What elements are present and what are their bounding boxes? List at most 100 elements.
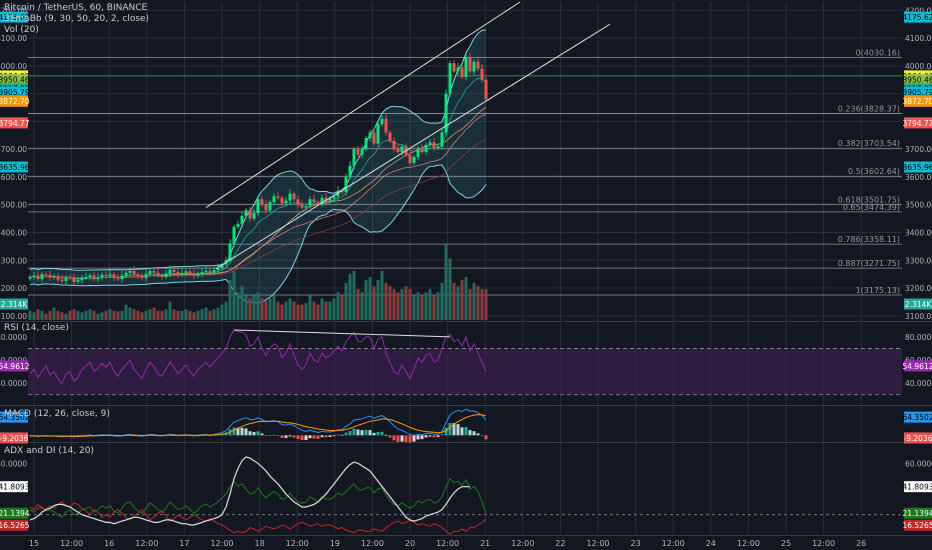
macd-histogram-bar	[388, 435, 392, 438]
volume-bar	[152, 307, 156, 320]
volume-bar	[380, 270, 384, 320]
volume-bar	[92, 310, 96, 320]
price-tag-left: 3872.70	[0, 97, 30, 106]
volume-bar	[368, 276, 372, 320]
macd-histogram-bar	[272, 434, 276, 436]
volume-legend[interactable]: Vol (20)	[4, 25, 39, 35]
candle-body	[472, 61, 476, 72]
volume-bar	[464, 276, 468, 320]
volume-bar	[300, 304, 304, 320]
volume-bar	[424, 292, 428, 320]
candle-body	[392, 140, 396, 150]
candle-body	[176, 271, 180, 275]
volume-bar	[156, 310, 160, 320]
price-tag-right-bg	[904, 86, 932, 98]
macd-histogram-bar	[420, 435, 424, 440]
volume-bar	[200, 309, 204, 320]
volume-bar	[204, 307, 208, 320]
volume-bar	[132, 309, 136, 320]
volume-bar	[228, 280, 232, 320]
macd-histogram-bar	[428, 435, 432, 437]
candle-body	[356, 149, 360, 155]
candle-body	[84, 276, 88, 279]
volume-bar	[56, 310, 60, 320]
price-tag-right: 3794.77	[902, 119, 932, 128]
candle-body	[260, 199, 264, 205]
candle-body	[428, 142, 432, 146]
adx-title[interactable]: ADX and DI (14, 20)	[4, 446, 94, 456]
y-tick-label-left: 3500.00	[0, 201, 27, 210]
rsi-title[interactable]: RSI (14, close)	[4, 323, 69, 333]
macd-histogram-bar	[280, 435, 284, 438]
macd-value-right: 64.3502	[902, 413, 932, 422]
macd-histogram-bar	[400, 435, 404, 442]
macd-histogram-bar	[284, 435, 288, 438]
candle-body	[168, 269, 172, 274]
volume-bar	[244, 295, 248, 320]
macd-histogram-bar	[300, 435, 304, 441]
macd-title[interactable]: MACD (12, 26, close, 9)	[4, 409, 110, 419]
rsi-tick-left: 40.0000	[0, 379, 27, 388]
price-tag-left-bg	[0, 161, 28, 173]
macd-histogram-bar	[332, 435, 336, 437]
macd-histogram-bar	[432, 435, 436, 438]
x-tick-label: 23	[631, 539, 641, 548]
candle-body	[440, 132, 444, 147]
volume-bar	[164, 309, 168, 320]
fib-level-label: 0.5(3602.64)	[848, 167, 900, 176]
y-tick-label-right: 3100.00	[905, 312, 932, 321]
volume-bar	[52, 307, 56, 320]
volume-bar	[388, 286, 392, 320]
rsi-value-left: 54.9612	[0, 362, 30, 371]
candle-body	[268, 201, 272, 211]
macd-histogram-bar	[252, 431, 256, 436]
volume-bar	[236, 292, 240, 320]
candle-body	[96, 277, 100, 280]
candle-body	[348, 165, 352, 177]
adx-tick-left: 60.0000	[0, 459, 27, 468]
y-tick-label-left: 3100.00	[0, 312, 27, 321]
candle-body	[408, 154, 412, 164]
bollinger-band-fill	[30, 30, 486, 304]
volume-bar	[260, 298, 264, 320]
macd-histogram-bar	[352, 428, 356, 436]
macd-histogram-bar	[424, 435, 428, 438]
macd-histogram-bar	[240, 427, 244, 436]
candle-body	[60, 279, 64, 282]
candle-body	[48, 274, 52, 278]
candle-body	[232, 226, 236, 244]
macd-histogram-bar	[132, 435, 136, 437]
candle-body	[236, 224, 240, 227]
y-tick-label-left: 4100.00	[0, 34, 27, 43]
volume-bar	[44, 313, 48, 320]
volume-bar	[268, 298, 272, 320]
candle-body	[196, 273, 200, 276]
price-tag-right: 3635.96	[902, 163, 932, 172]
indicator-legend[interactable]: 3EmaBb (9, 30, 50, 20, 2, close)	[4, 14, 150, 24]
volume-bar	[324, 301, 328, 320]
y-tick-label-left: 3200.00	[0, 284, 27, 293]
volume-bar	[384, 283, 388, 320]
volume-tag-right-bg	[904, 298, 932, 310]
volume-tag-right: 2.314K	[905, 300, 932, 309]
candle-body	[328, 198, 332, 201]
x-tick-label: 12:00	[586, 539, 609, 548]
volume-bar	[72, 309, 76, 320]
macd-histogram-bar	[448, 422, 452, 436]
rsi-value-left-bg	[0, 360, 28, 372]
macd-histogram-bar	[76, 435, 80, 437]
symbol-title[interactable]: Bitcoin / TetherUS, 60, BINANCE	[4, 3, 148, 13]
volume-bar	[440, 283, 444, 320]
volume-bar	[212, 309, 216, 320]
candle-body	[156, 272, 160, 276]
candle-body	[280, 197, 284, 204]
volume-bar	[276, 301, 280, 320]
fib-level-label: 0.786(3358.11)	[838, 235, 900, 244]
volume-bar	[84, 310, 88, 320]
volume-bar	[328, 301, 332, 320]
plus-di-value-right-bg	[904, 507, 932, 519]
volume-bar	[148, 309, 152, 320]
x-tick-label: 19	[330, 539, 340, 548]
volume-bar	[252, 295, 256, 320]
